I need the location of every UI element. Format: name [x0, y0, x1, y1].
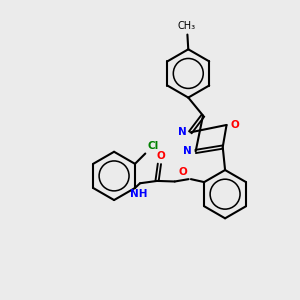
Text: O: O [178, 167, 188, 177]
Text: Cl: Cl [147, 142, 159, 152]
Text: NH: NH [130, 189, 147, 199]
Text: N: N [183, 146, 192, 157]
Text: N: N [178, 127, 187, 137]
Text: CH₃: CH₃ [178, 21, 196, 31]
Text: O: O [230, 120, 239, 130]
Text: O: O [157, 152, 165, 161]
